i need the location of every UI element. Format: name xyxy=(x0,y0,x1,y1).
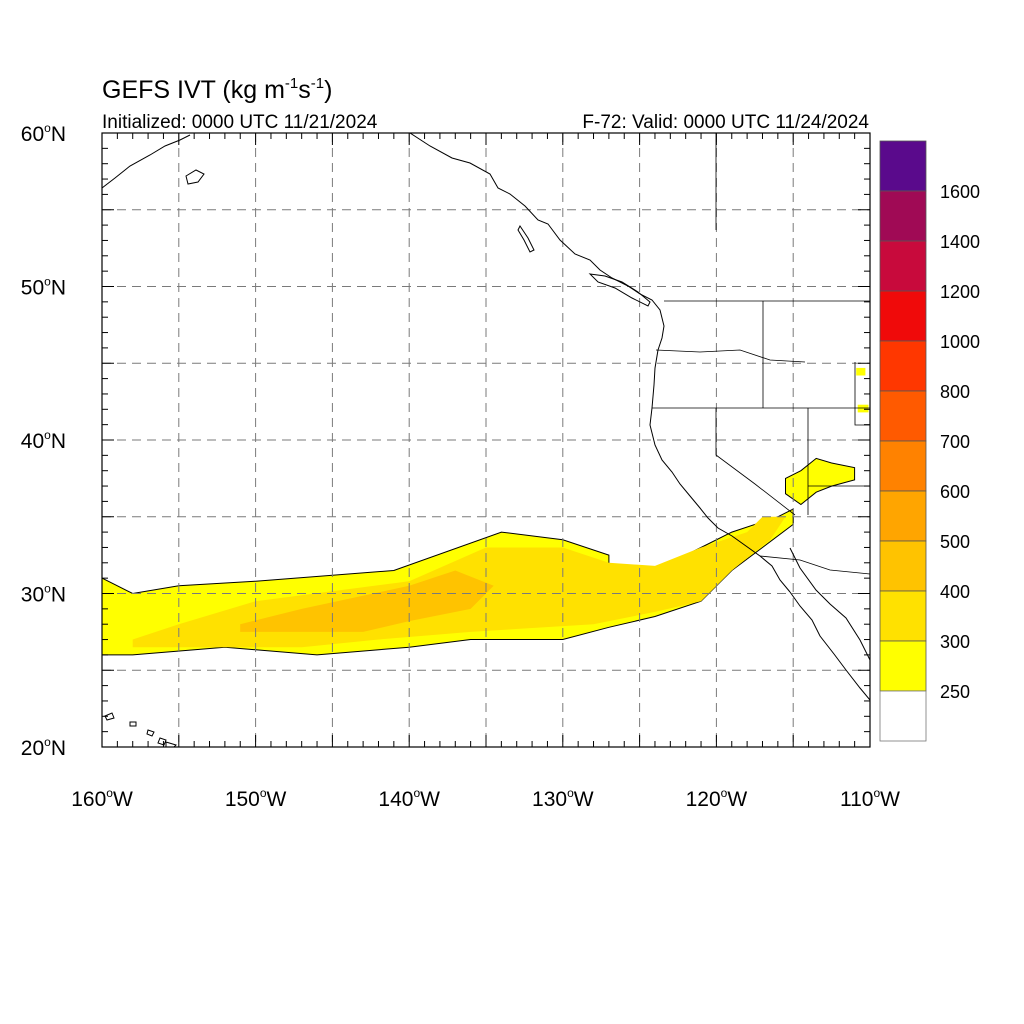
init-time-label: Initialized: 0000 UTC 11/21/2024 xyxy=(102,112,378,133)
colorbar-swatch xyxy=(879,140,927,192)
colorbar-swatch xyxy=(879,490,927,542)
colorbar-label: 1200 xyxy=(940,282,980,302)
lat-lon-gridlines xyxy=(102,133,870,747)
haida-gwaii xyxy=(517,225,535,253)
lat-label: 50oN xyxy=(21,275,66,300)
kodiak-island xyxy=(185,169,205,185)
colorbar-swatch xyxy=(879,590,927,642)
colorbar: 1600 1400 1200 1000 800 700 600 500 400 300 250 xyxy=(879,140,980,742)
latitude-labels: 60oN 50oN 40oN 30oN 20oN xyxy=(21,121,66,760)
gulf-of-california xyxy=(789,547,870,661)
colorbar-swatch xyxy=(879,540,927,592)
ivt-region-250-300 xyxy=(856,367,866,376)
colorbar-swatch xyxy=(879,390,927,442)
lon-label: 120oW xyxy=(686,786,748,811)
ivt-region-250-300 xyxy=(785,457,856,506)
colorbar-swatch xyxy=(879,640,927,692)
colorbar-swatch xyxy=(879,290,927,342)
map-plot-area xyxy=(102,133,870,747)
plot-frame xyxy=(101,132,871,748)
lon-label: 110oW xyxy=(840,786,900,811)
alaska-peninsula xyxy=(102,134,191,189)
hawaii-island-2 xyxy=(129,721,137,727)
map-title: GEFS IVT (kg m-1s-1) xyxy=(102,75,332,104)
lat-label: 20oN xyxy=(21,735,66,760)
colorbar-label: 1000 xyxy=(940,332,980,352)
colorbar-label: 700 xyxy=(940,432,970,452)
ivt-region-400-500 xyxy=(240,570,494,632)
vancouver-island xyxy=(588,273,651,307)
lat-label: 30oN xyxy=(21,582,66,607)
colorbar-label: 1400 xyxy=(940,232,980,252)
or-wa-border xyxy=(655,349,806,363)
ca-nv-border xyxy=(715,408,796,516)
hawaii-island-3 xyxy=(146,729,155,737)
valid-time-label: F-72: Valid: 0000 UTC 11/24/2024 xyxy=(582,112,869,133)
colorbar-swatch xyxy=(879,340,927,392)
longitude-labels: 160oW 150oW 140oW 130oW 120oW 110oW xyxy=(71,786,900,811)
lat-label: 40oN xyxy=(21,428,66,453)
hawaii-island-1 xyxy=(104,712,115,721)
ivt-shading xyxy=(102,367,869,656)
political-borders xyxy=(652,133,870,575)
alaska-bc-coastline xyxy=(409,133,665,351)
lon-label: 140oW xyxy=(378,786,440,811)
lon-label: 130oW xyxy=(532,786,594,811)
colorbar-swatch-below-threshold xyxy=(879,690,927,742)
lat-label: 60oN xyxy=(21,121,66,146)
colorbar-swatch xyxy=(879,440,927,492)
colorbar-label: 1600 xyxy=(940,182,980,202)
hawaii-island-4 xyxy=(157,737,167,746)
ivt-region-250-300 xyxy=(857,404,869,413)
us-mexico-border xyxy=(759,555,870,575)
lon-label: 160oW xyxy=(71,786,133,811)
colorbar-label: 500 xyxy=(940,532,970,552)
baja-coastline xyxy=(789,591,870,701)
colorbar-label: 300 xyxy=(940,632,970,652)
colorbar-swatch xyxy=(879,190,927,242)
colorbar-swatch xyxy=(879,240,927,292)
colorbar-label: 400 xyxy=(940,582,970,602)
colorbar-label: 800 xyxy=(940,382,970,402)
colorbar-label: 250 xyxy=(940,682,970,702)
hawaii-island-5 xyxy=(165,741,177,747)
lon-label: 150oW xyxy=(225,786,287,811)
colorbar-label: 600 xyxy=(940,482,970,502)
